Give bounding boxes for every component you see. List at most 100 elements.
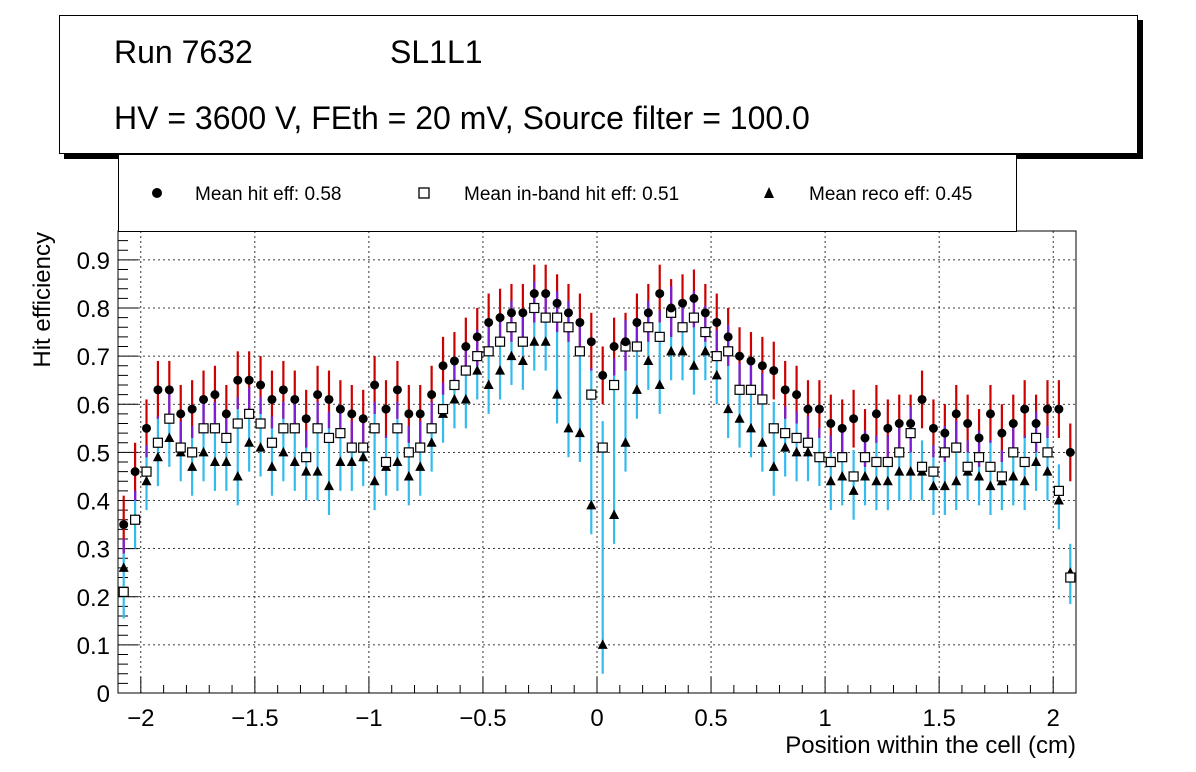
data-point-hit bbox=[119, 520, 129, 530]
data-point-reco bbox=[335, 456, 346, 466]
data-point-inband bbox=[198, 423, 209, 434]
data-point-inband bbox=[323, 432, 335, 444]
data-point-inband bbox=[335, 428, 346, 439]
data-point-inband bbox=[563, 322, 574, 333]
data-point-inband bbox=[916, 461, 928, 472]
data-point-inband bbox=[859, 452, 871, 463]
data-point-hit bbox=[415, 409, 425, 419]
data-point-reco bbox=[164, 432, 175, 442]
data-point-reco bbox=[574, 427, 585, 438]
data-point-reco bbox=[894, 466, 905, 476]
data-point-hit bbox=[928, 423, 938, 433]
data-point-hit bbox=[894, 419, 904, 428]
data-point-reco bbox=[974, 470, 985, 481]
data-point-hit bbox=[1031, 419, 1041, 428]
data-point-reco bbox=[745, 422, 756, 433]
title-box: Run 7632 SL1L1 HV = 3600 V, FEth = 20 mV… bbox=[59, 15, 1138, 154]
data-point-hit bbox=[678, 298, 688, 308]
data-point-hit bbox=[814, 404, 824, 414]
y-tick-label: 0.1 bbox=[77, 633, 110, 660]
data-point-reco bbox=[723, 403, 734, 414]
data-point-reco bbox=[563, 422, 574, 433]
data-point-inband bbox=[780, 428, 791, 439]
data-point-inband bbox=[700, 326, 711, 338]
data-point-inband bbox=[882, 456, 893, 468]
data-point-hit bbox=[906, 419, 916, 428]
data-point-reco bbox=[506, 350, 517, 361]
data-point-hit bbox=[518, 308, 528, 318]
data-point-reco bbox=[757, 437, 768, 447]
x-tick-label: −1 bbox=[355, 705, 382, 732]
data-point-inband bbox=[631, 341, 643, 352]
data-point-inband bbox=[814, 452, 825, 463]
data-point-hit bbox=[1020, 404, 1030, 414]
data-point-reco bbox=[460, 393, 471, 404]
y-axis-title: Hit efficiency bbox=[29, 232, 56, 368]
data-point-inband bbox=[529, 302, 540, 314]
x-tick-label: 0 bbox=[590, 705, 603, 732]
data-point-hit bbox=[210, 390, 220, 400]
data-point-reco bbox=[1053, 495, 1064, 505]
data-point-hit bbox=[392, 385, 402, 395]
data-point-hit bbox=[780, 385, 790, 395]
data-point-inband bbox=[301, 452, 312, 463]
x-tick-label: 0.5 bbox=[694, 705, 727, 732]
data-point-inband bbox=[244, 408, 255, 419]
data-point-reco bbox=[244, 437, 255, 447]
data-point-inband bbox=[426, 423, 437, 434]
data-point-reco bbox=[688, 360, 699, 370]
data-point-inband bbox=[415, 442, 426, 453]
data-point-inband bbox=[312, 423, 323, 434]
y-tick-label: 0.3 bbox=[77, 537, 110, 564]
data-point-hit bbox=[130, 467, 140, 477]
data-point-hit bbox=[404, 409, 414, 419]
data-point-inband bbox=[962, 461, 973, 472]
data-point-inband bbox=[472, 351, 483, 362]
data-point-hit bbox=[883, 423, 893, 433]
y-tick-label: 0 bbox=[97, 681, 110, 708]
data-point-reco bbox=[312, 466, 323, 476]
data-point-inband bbox=[1019, 456, 1030, 468]
data-point-reco bbox=[266, 461, 277, 471]
data-point-inband bbox=[380, 456, 392, 468]
data-point-reco bbox=[768, 461, 779, 471]
data-point-hit bbox=[290, 394, 300, 404]
data-point-hit bbox=[871, 409, 881, 419]
data-point-inband bbox=[392, 423, 403, 434]
data-point-inband bbox=[540, 312, 551, 323]
data-point-reco bbox=[358, 451, 369, 462]
legend-hit-label: Mean hit eff: 0.58 bbox=[195, 184, 342, 205]
data-point-hit bbox=[370, 380, 380, 390]
data-point-inband bbox=[437, 403, 449, 415]
data-point-inband bbox=[745, 384, 757, 395]
data-point-hit bbox=[963, 419, 973, 428]
data-point-inband bbox=[266, 437, 278, 448]
data-point-inband bbox=[483, 346, 494, 357]
data-point-hit bbox=[974, 433, 984, 443]
data-point-inband bbox=[1053, 485, 1064, 496]
layer-label: SL1L1 bbox=[390, 34, 483, 70]
data-point-reco bbox=[802, 446, 813, 457]
data-point-hit bbox=[301, 414, 311, 424]
legend-reco-marker-icon bbox=[764, 187, 774, 198]
data-point-inband bbox=[517, 336, 528, 347]
data-point-inband bbox=[802, 437, 814, 448]
data-point-hit bbox=[221, 409, 231, 419]
data-point-reco bbox=[985, 480, 996, 491]
data-point-hit bbox=[860, 433, 870, 443]
data-point-inband bbox=[141, 466, 152, 477]
data-point-inband bbox=[951, 442, 962, 453]
data-point-hit bbox=[552, 298, 562, 308]
data-point-reco bbox=[677, 345, 688, 356]
y-tick-label: 0.9 bbox=[77, 248, 110, 275]
data-point-inband bbox=[985, 461, 996, 472]
data-point-hit bbox=[142, 423, 152, 433]
data-point-reco bbox=[495, 365, 506, 375]
data-point-reco bbox=[871, 475, 882, 486]
data-point-hit bbox=[1054, 404, 1064, 414]
data-point-hit bbox=[1065, 447, 1075, 457]
y-tick-label: 0.8 bbox=[77, 296, 110, 323]
data-point-hit bbox=[849, 414, 859, 424]
data-point-reco bbox=[951, 475, 962, 486]
